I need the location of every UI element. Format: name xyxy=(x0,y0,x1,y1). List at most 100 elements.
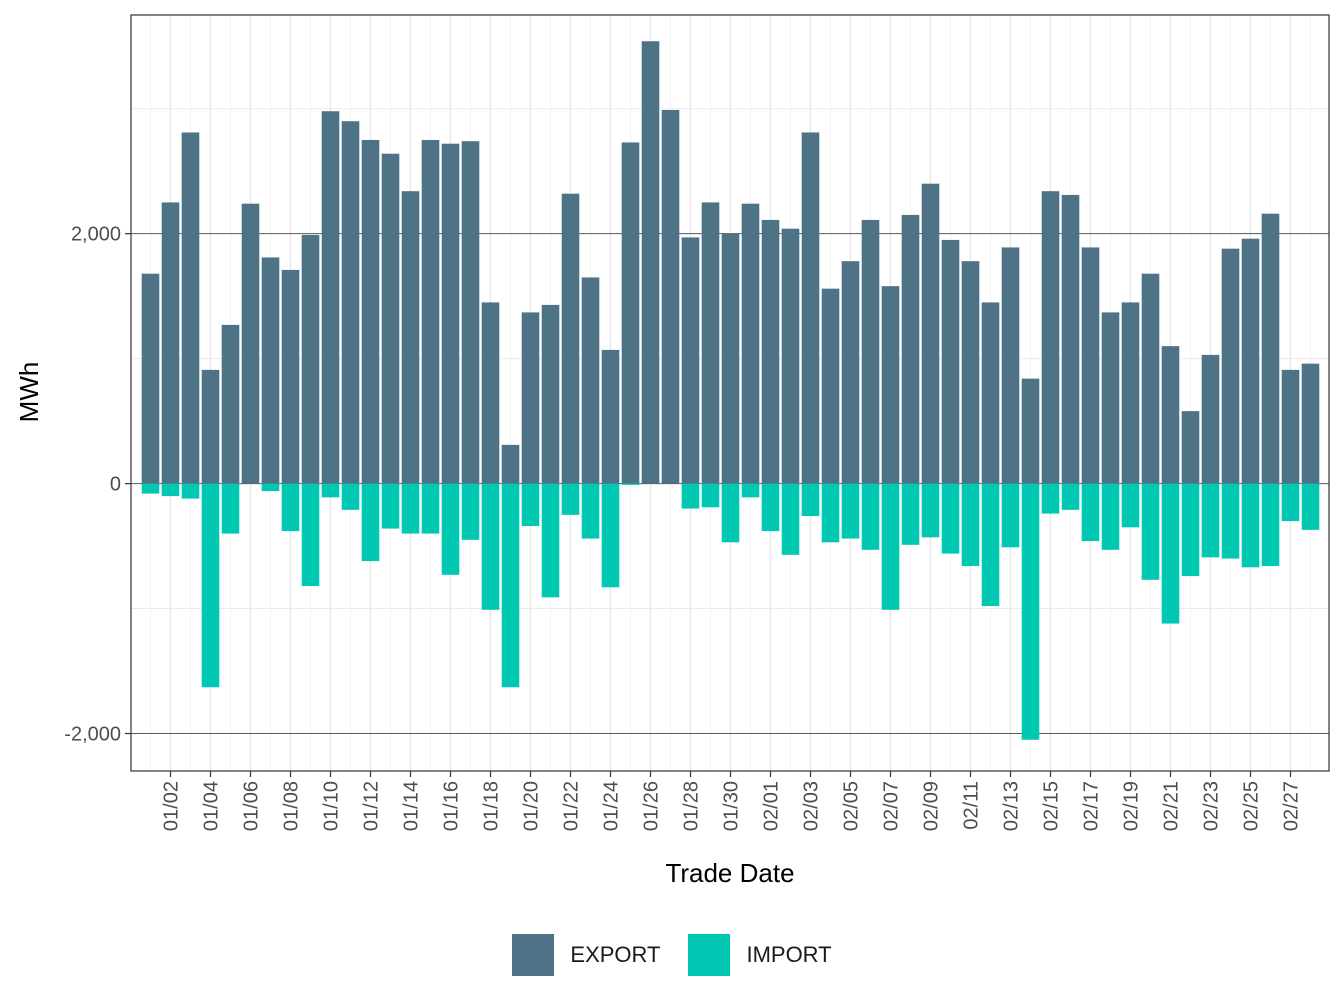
bar-export-01-15 xyxy=(421,139,440,484)
bar-import-02-21 xyxy=(1161,483,1180,624)
bar-export-01-26 xyxy=(641,41,660,484)
bar-import-02-16 xyxy=(1061,483,1080,510)
x-tick-label: 01/22 xyxy=(561,781,583,831)
bar-import-02-20 xyxy=(1141,483,1160,580)
bar-export-02-10 xyxy=(941,239,960,484)
bar-import-02-26 xyxy=(1261,483,1280,567)
bar-import-02-06 xyxy=(861,483,880,550)
bar-import-02-24 xyxy=(1221,483,1240,559)
x-tick-label: 01/20 xyxy=(521,781,543,831)
bar-import-01-15 xyxy=(421,483,440,534)
y-axis: -2,000 0 2,000 xyxy=(64,224,131,746)
legend-swatch-import xyxy=(688,934,731,976)
x-tick-label: 02/15 xyxy=(1041,781,1063,831)
bar-export-01-05 xyxy=(221,324,240,484)
bar-import-01-28 xyxy=(681,483,700,509)
bar-export-02-03 xyxy=(801,132,820,484)
bar-import-01-19 xyxy=(501,483,520,688)
bar-import-02-22 xyxy=(1181,483,1200,577)
bar-import-02-23 xyxy=(1201,483,1220,558)
bar-import-02-10 xyxy=(941,483,960,554)
x-tick-label: 01/14 xyxy=(401,781,423,831)
bar-import-01-17 xyxy=(461,483,480,540)
bar-export-02-25 xyxy=(1241,238,1260,484)
x-tick-label: 01/02 xyxy=(161,781,183,831)
bar-export-01-30 xyxy=(721,233,740,484)
bar-import-01-20 xyxy=(521,483,540,527)
bar-export-01-27 xyxy=(661,109,680,484)
bar-import-02-08 xyxy=(901,483,920,545)
bar-export-01-21 xyxy=(541,304,560,484)
x-tick-label: 01/08 xyxy=(281,781,303,831)
bar-import-02-14 xyxy=(1021,483,1040,740)
bar-export-02-16 xyxy=(1061,194,1080,484)
x-tick-label: 02/17 xyxy=(1081,781,1103,831)
bar-export-02-27 xyxy=(1281,369,1300,484)
bar-export-01-11 xyxy=(341,121,360,484)
legend-entry-import: IMPORT xyxy=(688,934,832,976)
bar-export-01-23 xyxy=(581,277,600,484)
bar-export-01-08 xyxy=(281,269,300,484)
bar-import-02-02 xyxy=(781,483,800,555)
x-tick-label: 02/21 xyxy=(1161,781,1183,831)
x-axis-title: Trade Date xyxy=(665,858,794,888)
bar-export-01-18 xyxy=(481,302,500,484)
bar-import-01-11 xyxy=(341,483,360,510)
bar-import-01-12 xyxy=(361,483,380,562)
x-tick-label: 01/24 xyxy=(601,781,623,831)
x-tick-label: 01/30 xyxy=(721,781,743,831)
legend-label-export: EXPORT xyxy=(570,942,661,967)
bar-export-02-26 xyxy=(1261,213,1280,484)
bar-export-01-25 xyxy=(621,142,640,484)
bar-export-02-21 xyxy=(1161,346,1180,484)
bar-import-01-14 xyxy=(401,483,420,534)
legend-entry-export: EXPORT xyxy=(512,934,660,976)
bar-export-01-10 xyxy=(321,111,340,484)
x-tick-label: 02/27 xyxy=(1281,781,1303,831)
bar-export-01-12 xyxy=(361,139,380,484)
bar-import-01-08 xyxy=(281,483,300,532)
bar-import-01-03 xyxy=(181,483,200,499)
x-tick-label: 02/09 xyxy=(921,781,943,831)
x-axis: 01/02 01/04 01/06 01/08 01/10 01/12 01/14 01/16… xyxy=(161,771,1303,831)
x-tick-label: 02/05 xyxy=(841,781,863,831)
bar-export-01-13 xyxy=(381,153,400,484)
bar-import-01-22 xyxy=(561,483,580,515)
x-tick-label: 02/07 xyxy=(881,781,903,831)
legend-swatch-export xyxy=(512,934,555,976)
bar-import-01-05 xyxy=(221,483,240,534)
x-tick-label: 02/23 xyxy=(1201,781,1223,831)
x-tick-label: 01/28 xyxy=(681,781,703,831)
bar-export-02-04 xyxy=(821,288,840,484)
bar-import-02-01 xyxy=(761,483,780,532)
bar-export-01-24 xyxy=(601,349,620,484)
x-tick-label: 02/11 xyxy=(961,781,983,830)
bar-import-01-29 xyxy=(701,483,720,508)
x-tick-label: 02/25 xyxy=(1241,781,1263,831)
bar-export-02-11 xyxy=(961,261,980,484)
bar-import-01-07 xyxy=(261,483,280,492)
legend: EXPORT IMPORT xyxy=(0,932,1344,978)
y-tick-label: -2,000 xyxy=(64,724,121,746)
bar-export-01-09 xyxy=(301,234,320,484)
bar-export-02-07 xyxy=(881,286,900,484)
bar-import-02-13 xyxy=(1001,483,1020,548)
bar-export-02-15 xyxy=(1041,191,1060,484)
x-tick-label: 02/13 xyxy=(1001,781,1023,831)
x-tick-label: 02/03 xyxy=(801,781,823,831)
bar-import-01-02 xyxy=(161,483,180,497)
bar-import-02-18 xyxy=(1101,483,1120,550)
legend-label-import: IMPORT xyxy=(746,942,832,967)
bar-import-02-28 xyxy=(1301,483,1320,530)
bar-import-01-13 xyxy=(381,483,400,529)
x-tick-label: 01/18 xyxy=(481,781,503,831)
bar-import-02-27 xyxy=(1281,483,1300,522)
bar-export-02-02 xyxy=(781,228,800,484)
bar-export-01-16 xyxy=(441,143,460,484)
bar-import-02-15 xyxy=(1041,483,1060,514)
bar-import-02-17 xyxy=(1081,483,1100,542)
bar-export-02-23 xyxy=(1201,354,1220,484)
x-tick-label: 01/04 xyxy=(201,781,223,831)
bar-export-01-17 xyxy=(461,141,480,484)
bar-export-01-01 xyxy=(141,273,160,484)
